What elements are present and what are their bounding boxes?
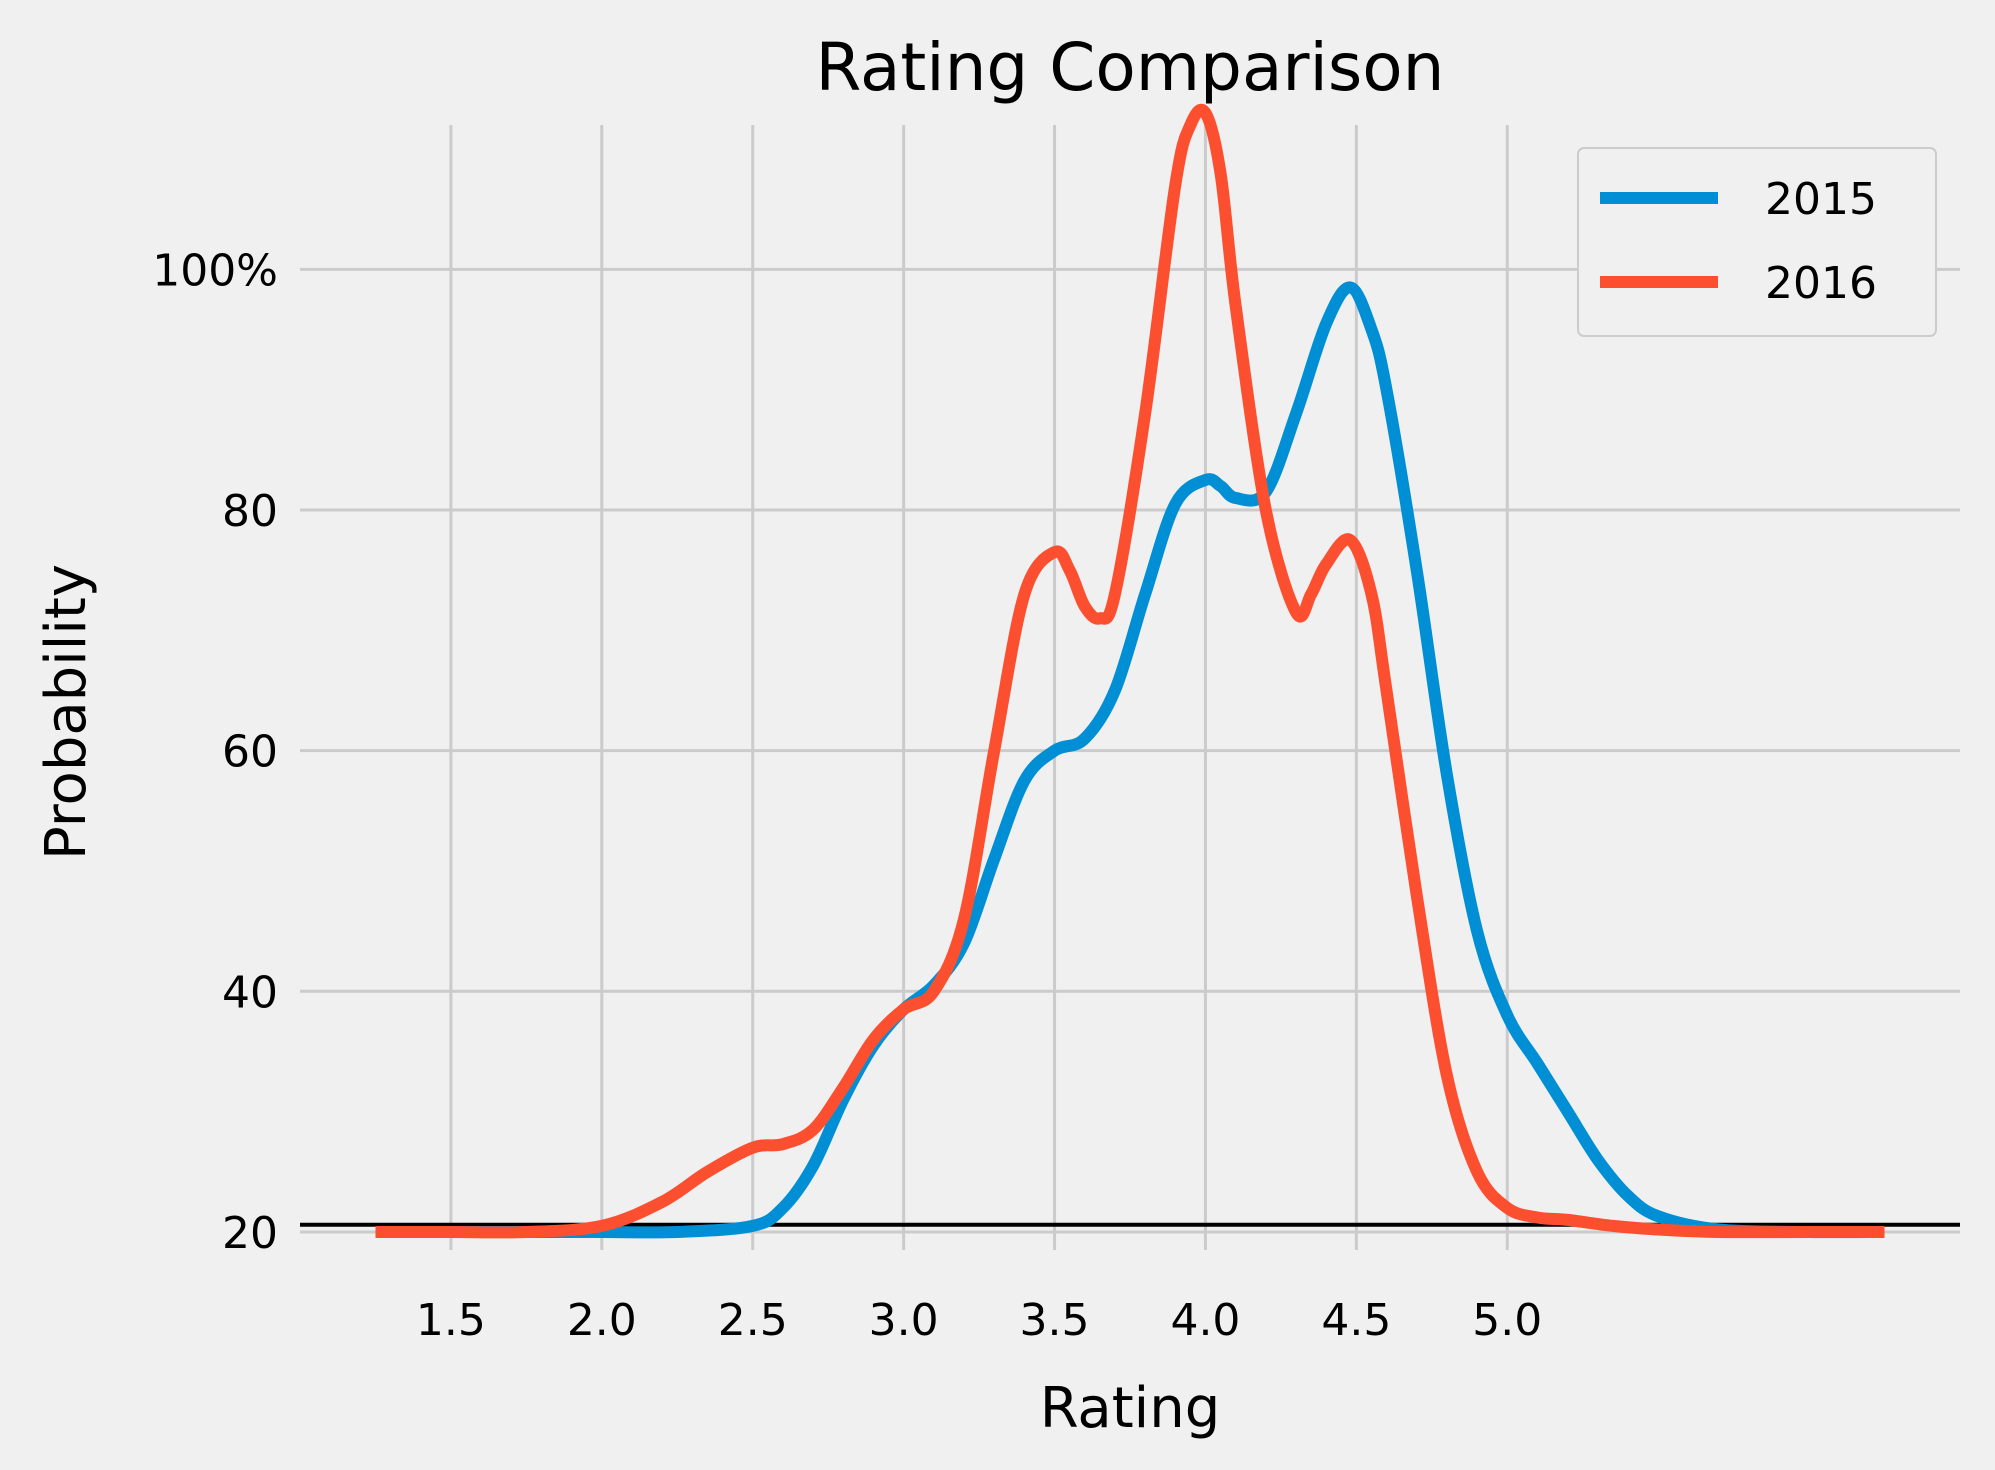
x-tick-labels: 1.5 2.0 2.5 3.0 3.5 4.0 4.5 5.0 (416, 1295, 1542, 1346)
y-tick-label: 20 (222, 1208, 278, 1259)
x-tick-label: 3.0 (869, 1295, 939, 1346)
x-axis-label: Rating (1040, 1376, 1221, 1441)
series-layer (375, 103, 1885, 1239)
y-tick-labels: 20 40 60 80 100% (152, 245, 278, 1259)
y-tick-label: 100% (152, 245, 278, 296)
x-tick-label: 3.5 (1020, 1295, 1090, 1346)
x-tick-label: 5.0 (1472, 1295, 1542, 1346)
x-tick-label: 2.5 (718, 1295, 788, 1346)
x-tick-label: 1.5 (416, 1295, 486, 1346)
legend-box (1577, 147, 1937, 337)
y-tick-label: 80 (222, 486, 278, 537)
legend-label-2016: 2016 (1765, 258, 1877, 309)
y-tick-label: 40 (222, 967, 278, 1018)
y-tick-label: 60 (222, 727, 278, 778)
x-tick-label: 2.0 (567, 1295, 637, 1346)
series-line-2016 (375, 103, 1885, 1239)
chart-title: Rating Comparison (816, 29, 1445, 106)
y-axis-label: Probability (34, 564, 99, 860)
legend: 2015 2016 (1577, 147, 1937, 337)
series-line-2015 (375, 281, 1885, 1239)
x-tick-label: 4.5 (1321, 1295, 1391, 1346)
legend-label-2015: 2015 (1765, 174, 1877, 225)
x-tick-label: 4.0 (1170, 1295, 1240, 1346)
